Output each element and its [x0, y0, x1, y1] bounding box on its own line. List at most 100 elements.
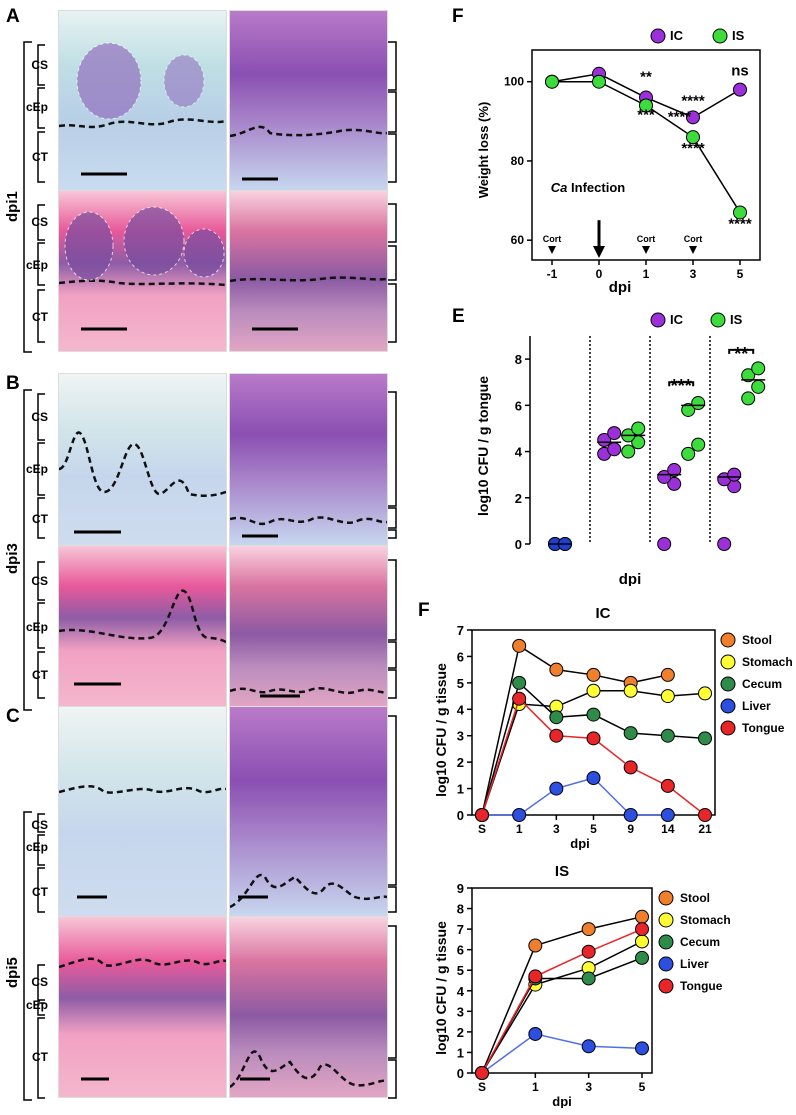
tissue-ic-ytick-label: 4: [457, 702, 465, 717]
cfu-point-is: [741, 391, 756, 406]
tissue-is-ytick-label: 0: [457, 1066, 464, 1081]
tissue-ic-legend-label-tongue: Tongue: [742, 721, 785, 735]
tissue-is-title: IS: [555, 863, 569, 880]
tissue-ic-xtick-label: 14: [661, 822, 675, 836]
cfu-point-is: [751, 379, 766, 394]
tissue-ic-title: IC: [596, 605, 611, 622]
weight-infection-label: Ca Infection: [551, 180, 625, 195]
cfu-point-ic: [727, 467, 742, 482]
weight-sig-label: ***: [637, 106, 655, 123]
weight-ytick-label: 60: [511, 233, 525, 247]
panel-letter-f-bottom: F: [418, 600, 430, 621]
tissue-ic-point-stomach: [586, 683, 601, 698]
weight-ytick-label: 80: [511, 154, 525, 168]
tissue-ic-series-line-liver: [482, 777, 668, 816]
tissue-is-legend-label-stool: Stool: [680, 891, 710, 905]
cfu-point-is: [741, 368, 756, 383]
tissue-is-ytick-label: 1: [457, 1045, 464, 1060]
tissue-is-series-line-stool: [481, 916, 643, 1074]
tissue-ic-point-cecum: [549, 710, 564, 725]
tissue-is-series-line-tongue: [481, 928, 643, 1074]
tissue-ic-point-tongue: [623, 760, 638, 775]
layer-cs-3a: CS: [31, 410, 48, 424]
weight-loss-chart: IC IS Weight loss (%) dpi Ca Infection 6…: [476, 28, 761, 296]
weight-legend-ic-dot: [650, 28, 666, 44]
cfu-point-ic: [667, 476, 682, 491]
tissue-is-point-stool: [635, 909, 649, 924]
cfu-ytick-label: 2: [515, 491, 522, 506]
tissue-ic-xtick-label: 21: [698, 822, 712, 836]
layer-cep-5b: cEp: [25, 998, 48, 1012]
cfu-legend-ic-label: IC: [670, 312, 684, 327]
weight-xtick-label: -1: [547, 267, 558, 281]
tissue-ic-xtick-label: S: [478, 822, 486, 836]
tissue-ic-ytick-label: 6: [457, 649, 464, 664]
cfu-point-is: [691, 396, 706, 411]
tissue-ic-legend-label-stomach: Stomach: [742, 655, 792, 669]
layer-ct-3b: CT: [32, 668, 48, 682]
tissue-ic-legend-dot-stomach: [720, 654, 736, 670]
weight-xtick-label: 0: [596, 267, 603, 281]
weight-sig-label: ****: [681, 92, 705, 109]
weight-point-is: [639, 98, 653, 113]
tissue-ic-point-tongue: [512, 691, 527, 706]
panel-letter-e: E: [452, 306, 465, 327]
layer-ct-1b: CT: [32, 310, 48, 324]
tissue-ic-point-stool: [660, 667, 675, 682]
cfu-point-ic: [717, 537, 732, 551]
cfu-ytick-label: 4: [515, 445, 523, 460]
tissue-ic-point-cecum: [698, 731, 712, 746]
weight-sig-label: ****: [668, 108, 692, 125]
cfu-sig-bracket: [728, 348, 755, 354]
tissue-is-ytick-label: 4: [457, 984, 465, 999]
tissue-ic-point-cecum: [512, 675, 527, 690]
cfu-legend-is-label: IS: [730, 312, 743, 327]
weight-ytick-label: 100: [504, 75, 524, 89]
tissue-ic-point-tongue: [475, 808, 489, 822]
panel-letter-c: C: [6, 706, 20, 727]
cfu-point-is: [631, 421, 646, 436]
cfu-legend-ic-dot: [650, 312, 666, 328]
tissue-is-point-stomach: [635, 934, 649, 949]
cfu-ytick-label: 8: [515, 352, 522, 367]
tissue-is-ytick-label: 9: [457, 881, 464, 896]
cfu-sig-label: **: [734, 344, 748, 364]
micrograph-dpi1-ic-pas: [58, 10, 227, 192]
tissue-ic-point-cecum: [660, 728, 675, 743]
cfu-ylabel: log10 CFU / g tongue: [475, 376, 491, 516]
tissue-ic-point-liver: [549, 781, 564, 796]
tissue-is-legend-label-tongue: Tongue: [680, 979, 723, 993]
tissue-is-point-tongue: [581, 944, 596, 959]
cfu-point-ic: [657, 537, 672, 551]
tissue-ic-legend-dot-tongue: [720, 720, 736, 736]
tissue-is-ytick-label: 6: [457, 943, 464, 958]
panel-letter-b: B: [6, 373, 20, 394]
tissue-is-ytick-label: 3: [457, 1004, 464, 1019]
tissue-is-point-liver: [581, 1039, 596, 1054]
tissue-ic-point-tongue: [549, 728, 564, 743]
weight-legend-is-dot: [712, 28, 728, 44]
cort-marker: [642, 246, 650, 254]
tissue-ic-point-stomach: [660, 689, 675, 704]
cort-label: Cort: [684, 234, 703, 244]
tissue-ic-ytick-label: 5: [457, 676, 464, 691]
tissue-ic-legend-label-cecum: Cecum: [742, 677, 782, 691]
infection-arrow-head: [593, 246, 605, 258]
micrograph-dpi5-is-he: [229, 916, 388, 1098]
tissue-is-chart: IS log10 CFU / g tissue dpi 0 1 2 3 4 5 6 7 8 9 S 1…: [433, 863, 731, 1108]
histology-right-brackets: [388, 41, 397, 1099]
tissue-is-xtick-label: 5: [639, 1080, 646, 1094]
micrograph-dpi5-ic-pas: [58, 706, 227, 918]
tissue-is-point-liver: [635, 1041, 649, 1056]
panel-letter-f-top: F: [452, 6, 464, 27]
layer-cs-1a: CS: [31, 58, 48, 72]
tissue-ic-point-stool: [549, 662, 564, 677]
tissue-is-legend-label-stomach: Stomach: [680, 913, 731, 927]
cfu-point-ic: [607, 426, 622, 441]
weight-point-is: [733, 205, 747, 220]
cort-marker: [689, 246, 697, 254]
layer-cs-1b: CS: [31, 215, 48, 229]
tissue-is-legend-label-cecum: Cecum: [680, 935, 720, 949]
tissue-ic-xtick-label: 1: [516, 822, 523, 836]
histology-brackets: [23, 41, 45, 1101]
